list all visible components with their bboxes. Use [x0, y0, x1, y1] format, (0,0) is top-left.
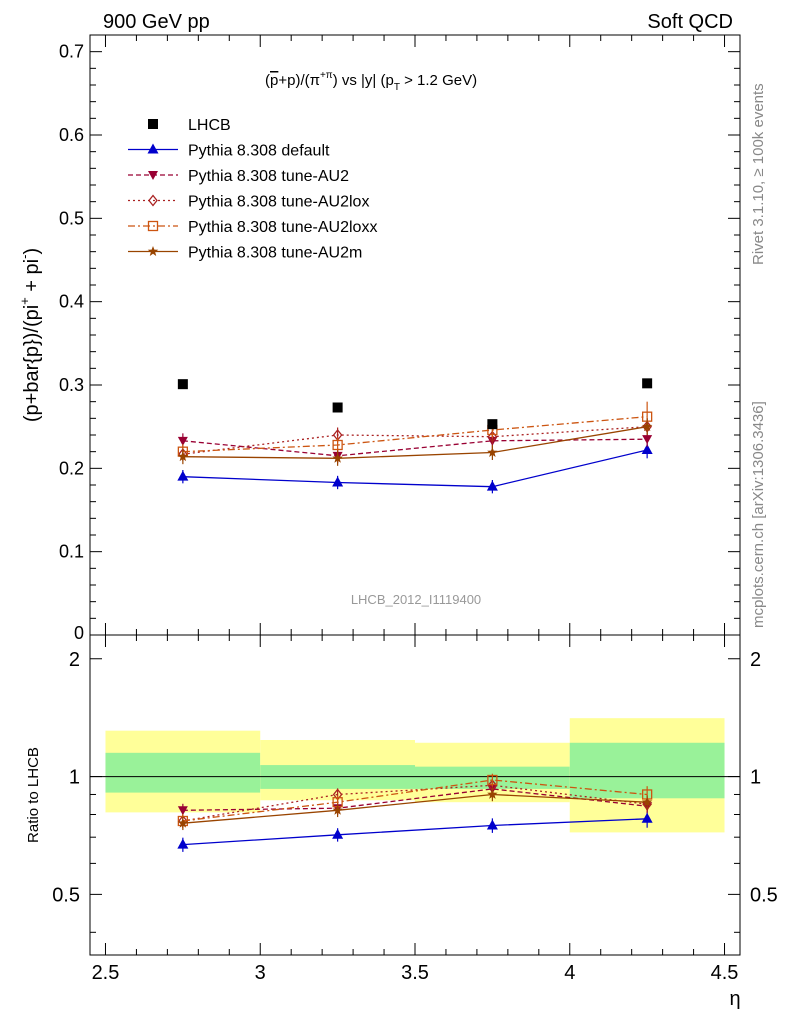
mcplots-label: mcplots.cern.ch [arXiv:1306.3436] — [750, 401, 767, 628]
legend-label: Pythia 8.308 tune-AU2m — [188, 245, 362, 262]
main-4-line — [182, 416, 648, 453]
main-1-point — [486, 480, 498, 491]
main-1-series — [177, 441, 653, 494]
main-5-point — [332, 452, 343, 463]
ratio-2-line — [182, 788, 648, 811]
main-2-series — [177, 431, 653, 464]
main-1-line — [182, 449, 648, 488]
ratio-4-line — [182, 779, 648, 822]
main-title: (p+p)/(π+π) vs |y| (pT > 1.2 GeV) — [265, 70, 477, 93]
ratio-y-tick-label-right: 1 — [750, 767, 761, 789]
legend-entry: Pythia 8.308 default — [128, 143, 330, 160]
ratio-frame — [89, 634, 741, 956]
rivet-label: Rivet 3.1.10, ≥ 100k events — [750, 83, 767, 265]
main-ticks-layer: 0.1 0.2 0.3 0.4 0.5 0.6 0.7 0 — [59, 34, 740, 643]
legend-label: Pythia 8.308 default — [188, 143, 330, 160]
x-tick-label: 3.5 — [401, 962, 429, 984]
x-tick-label: 4 — [564, 962, 575, 984]
main-2-point — [177, 436, 188, 446]
main-data-point — [487, 419, 498, 430]
main-5-series — [177, 418, 653, 466]
ratio-1-point — [332, 828, 344, 839]
main-5-point — [177, 451, 189, 462]
main-3-series — [178, 418, 652, 461]
ratio-y-tick-label: 2 — [69, 649, 80, 671]
main-panel: 0.1 0.2 0.3 0.4 0.5 0.6 0.7 0 (p+p)/(π+π) vs |y… — [17, 34, 741, 643]
x-tick-label: 2.5 — [92, 962, 120, 984]
main-1-point — [332, 476, 344, 487]
ratio-y-tick-label: 0.5 — [52, 884, 80, 906]
header-left: 900 GeV pp — [103, 11, 210, 33]
ratio-5-point — [332, 804, 343, 815]
main-y-tick-label: 0.5 — [59, 208, 84, 228]
ratio-1-point — [177, 838, 189, 849]
main-2-line — [182, 438, 648, 457]
legend-entry: Pythia 8.308 tune-AU2 — [128, 168, 349, 185]
main-1-point — [641, 444, 653, 454]
main-y-tick-label: 0.3 — [59, 375, 84, 395]
ratio-5-point — [487, 788, 498, 799]
ratio-5-line — [182, 793, 648, 824]
ratio-panel: 0.5 0.5 1 1 2 2 2.5 3 3.5 4 4.5 Ratio to LHCB η — [25, 634, 778, 1010]
main-y-axis-label: (p+bar{p})/(pi+ + pi-) — [17, 248, 43, 422]
legend: LHCB Pythia 8.308 default Pythia 8.308 tun… — [128, 117, 377, 262]
header-right: Soft QCD — [647, 11, 733, 33]
x-axis-label: η — [729, 988, 740, 1010]
main-data-series — [177, 378, 653, 430]
legend-marker — [148, 171, 158, 180]
legend-marker — [148, 194, 158, 207]
ratio-y-tick-label-right: 0.5 — [750, 884, 778, 906]
ratio-1-point — [486, 819, 498, 830]
legend-entry: Pythia 8.308 tune-AU2lox — [128, 194, 369, 211]
ratio-bands-layer — [105, 718, 725, 833]
main-2-point — [642, 435, 653, 445]
main-data-point — [642, 378, 653, 389]
legend-label: Pythia 8.308 tune-AU2 — [188, 168, 349, 185]
main-5-line — [182, 426, 648, 459]
main-data-point — [332, 402, 343, 413]
legend-entry: Pythia 8.308 tune-AU2loxx — [128, 219, 377, 236]
legend-label: Pythia 8.308 tune-AU2loxx — [188, 219, 377, 236]
legend-label: LHCB — [188, 117, 231, 134]
main-5-point — [641, 421, 653, 432]
x-tick-label: 3 — [255, 962, 266, 984]
ratio-2-point — [177, 806, 188, 816]
ratio-band-inner — [105, 752, 261, 793]
legend-label: Pythia 8.308 tune-AU2lox — [188, 194, 369, 211]
ratio-1-point — [641, 812, 653, 823]
legend-entry: LHCB — [148, 117, 231, 134]
main-y-tick-label: 0.6 — [59, 125, 84, 145]
ratio-y-tick-label-right: 2 — [750, 649, 761, 671]
ratio-ticks-layer: 0.5 0.5 1 1 2 2 2.5 3 3.5 4 4.5 — [52, 635, 778, 984]
legend-marker — [148, 119, 158, 129]
legend-marker — [147, 220, 159, 232]
legend-entry: Pythia 8.308 tune-AU2m — [128, 245, 362, 262]
legend-marker — [147, 143, 159, 154]
x-tick-label: 4.5 — [711, 962, 739, 984]
ratio-4-point — [487, 774, 498, 786]
main-data-point — [177, 379, 188, 390]
ratio-y-axis-label: Ratio to LHCB — [25, 747, 42, 843]
main-4-point — [332, 439, 343, 451]
ratio-5-point — [177, 817, 189, 828]
legend-marker — [147, 246, 159, 256]
ratio-1-series — [177, 810, 653, 852]
main-y-tick-label: 0.7 — [59, 42, 84, 62]
main-series-layer — [177, 378, 653, 494]
ratio-y-tick-label: 1 — [69, 767, 80, 789]
main-4-series — [177, 401, 653, 460]
main-1-point — [177, 470, 189, 481]
main-y-tick-label: 0.2 — [59, 458, 84, 478]
ratio-1-line — [182, 818, 648, 846]
main-5-point — [487, 447, 498, 457]
ratio-series-layer — [177, 773, 653, 852]
ratio-5-point — [641, 796, 653, 807]
ratio-5-series — [177, 787, 653, 831]
main-y-tick-label: 0.1 — [59, 542, 84, 562]
main-y-tick-label: 0 — [74, 623, 84, 643]
main-y-tick-label: 0.4 — [59, 292, 84, 312]
analysis-watermark: LHCB_2012_I1119400 — [351, 592, 481, 607]
